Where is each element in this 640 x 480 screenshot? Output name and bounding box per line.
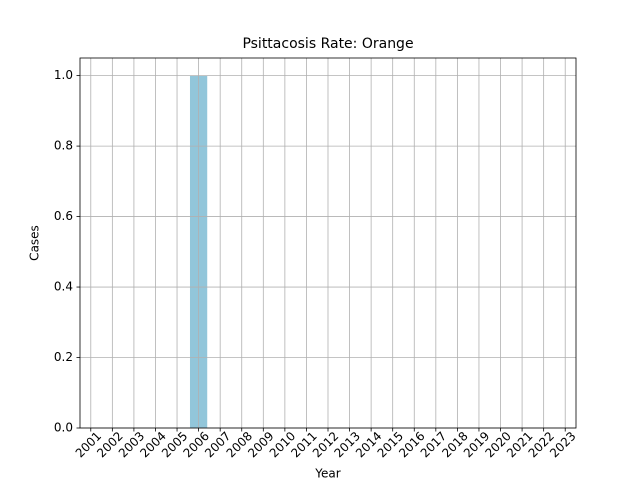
y-tick-label: 0.0 — [54, 421, 73, 435]
y-tick-label: 1.0 — [54, 68, 73, 82]
plot-frame — [79, 57, 577, 429]
y-tick-label: 0.6 — [54, 209, 73, 223]
y-axis-label: Cases — [28, 225, 42, 261]
chart-title: Psittacosis Rate: Orange — [242, 36, 413, 52]
x-axis-label: Year — [314, 467, 340, 480]
y-tick-label: 0.2 — [54, 350, 73, 364]
y-tick-label: 0.4 — [54, 280, 73, 294]
y-tick-label: 0.8 — [54, 139, 73, 153]
